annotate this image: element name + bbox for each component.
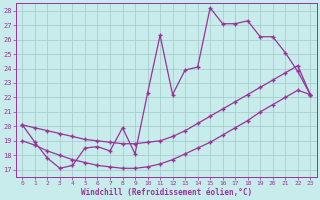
X-axis label: Windchill (Refroidissement éolien,°C): Windchill (Refroidissement éolien,°C) [81,188,252,197]
